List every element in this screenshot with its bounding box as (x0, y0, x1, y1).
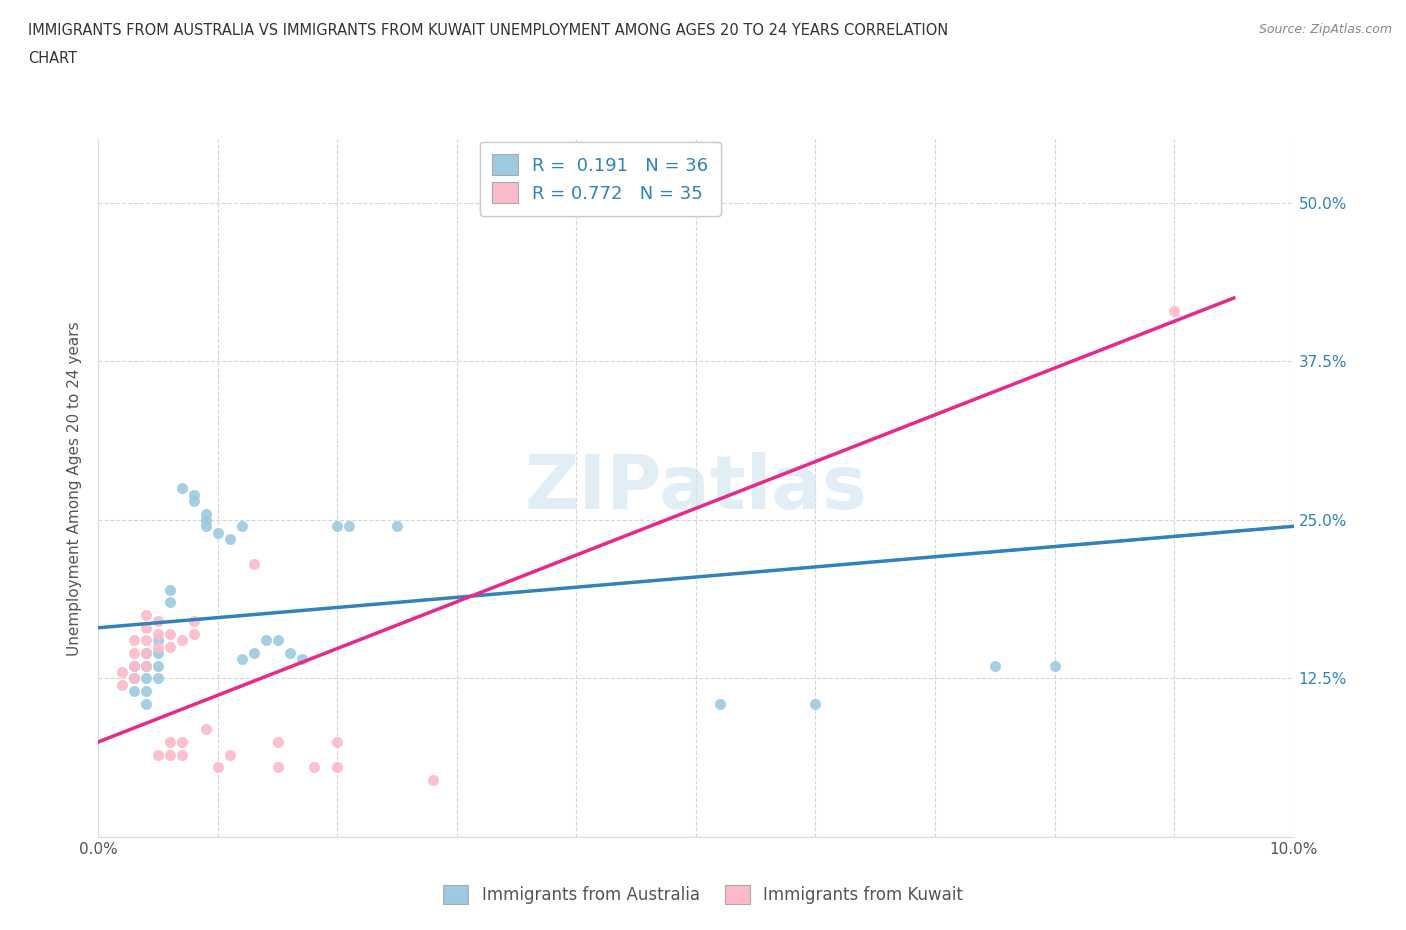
Point (159, 582, 181, 597)
Point (243, 557, 266, 572)
Point (124, 633, 146, 648)
Point (1163, 303, 1185, 318)
Point (124, 671, 146, 686)
Point (124, 658, 146, 673)
Point (254, 633, 277, 648)
Point (148, 639, 170, 654)
Point (243, 645, 266, 660)
Point (135, 645, 157, 660)
Point (326, 735, 349, 750)
Point (183, 487, 205, 502)
Point (124, 684, 146, 698)
Point (1043, 658, 1066, 673)
Legend: Immigrants from Australia, Immigrants from Kuwait: Immigrants from Australia, Immigrants fr… (434, 876, 972, 912)
Point (984, 658, 1007, 673)
Point (159, 735, 181, 750)
Point (278, 645, 301, 660)
Point (339, 519, 360, 534)
Text: ZIPatlas: ZIPatlas (524, 452, 868, 525)
Point (159, 627, 181, 642)
Point (183, 627, 205, 642)
Point (135, 607, 157, 622)
Point (267, 633, 290, 648)
Point (291, 652, 314, 667)
Point (195, 519, 218, 534)
Point (135, 671, 157, 686)
Point (148, 658, 170, 673)
Point (159, 639, 181, 654)
Point (159, 747, 181, 762)
Point (111, 665, 134, 680)
Point (385, 519, 409, 534)
Point (267, 760, 290, 775)
Point (172, 481, 194, 496)
Point (267, 735, 290, 750)
Point (172, 735, 194, 750)
Point (231, 519, 253, 534)
Text: CHART: CHART (28, 51, 77, 66)
Y-axis label: Unemployment Among Ages 20 to 24 years: Unemployment Among Ages 20 to 24 years (67, 321, 83, 656)
Legend: R =  0.191   N = 36, R = 0.772   N = 35: R = 0.191 N = 36, R = 0.772 N = 35 (479, 141, 721, 216)
Point (111, 677, 134, 692)
Point (148, 614, 170, 629)
Point (172, 747, 194, 762)
Point (326, 760, 349, 775)
Point (195, 722, 218, 737)
Text: Source: ZipAtlas.com: Source: ZipAtlas.com (1258, 23, 1392, 36)
Point (135, 620, 157, 635)
Point (124, 658, 146, 673)
Point (135, 645, 157, 660)
Point (124, 645, 146, 660)
Point (135, 658, 157, 673)
Point (172, 633, 194, 648)
Point (159, 595, 181, 610)
Point (135, 658, 157, 673)
Point (148, 627, 170, 642)
Point (302, 760, 325, 775)
Point (207, 760, 229, 775)
Point (183, 494, 205, 509)
Point (326, 519, 349, 534)
Point (135, 633, 157, 648)
Point (195, 512, 218, 527)
Point (148, 645, 170, 660)
Point (148, 747, 170, 762)
Point (148, 633, 170, 648)
Point (804, 697, 827, 711)
Point (135, 684, 157, 698)
Point (148, 671, 170, 686)
Point (709, 697, 731, 711)
Point (207, 525, 229, 540)
Point (219, 747, 242, 762)
Text: IMMIGRANTS FROM AUSTRALIA VS IMMIGRANTS FROM KUWAIT UNEMPLOYMENT AMONG AGES 20 T: IMMIGRANTS FROM AUSTRALIA VS IMMIGRANTS … (28, 23, 949, 38)
Point (183, 614, 205, 629)
Point (231, 652, 253, 667)
Point (124, 671, 146, 686)
Point (195, 506, 218, 521)
Point (422, 773, 444, 788)
Point (135, 697, 157, 711)
Point (219, 532, 242, 547)
